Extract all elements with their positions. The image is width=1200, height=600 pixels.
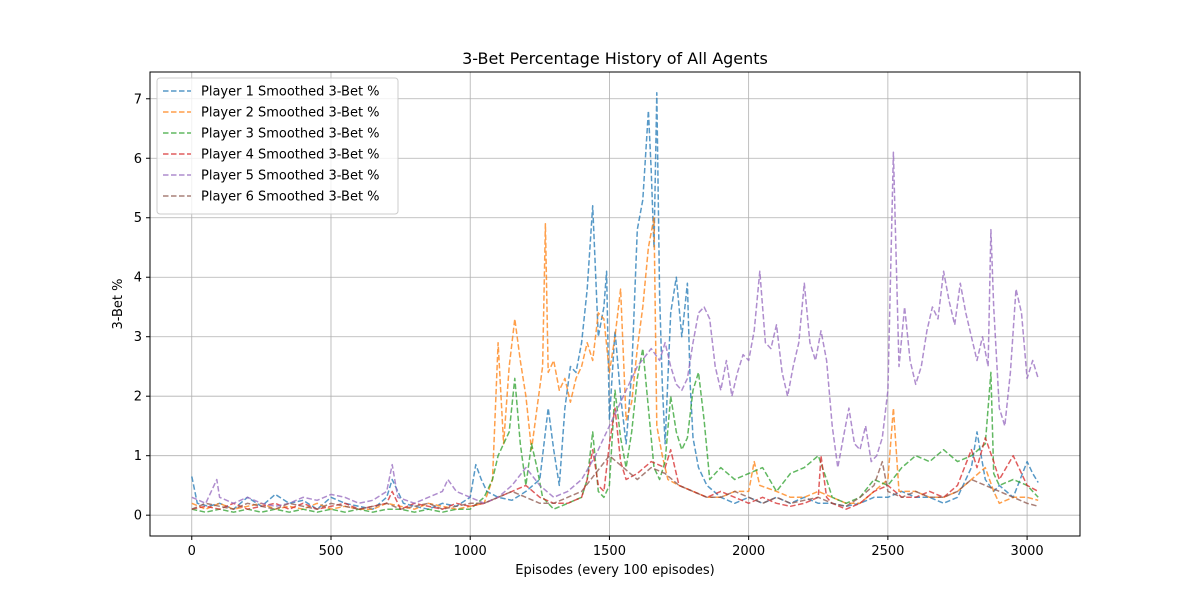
plot-frame bbox=[149, 71, 1081, 537]
y-tick-label: 2 bbox=[134, 390, 142, 405]
x-tick-label: 1500 bbox=[593, 544, 626, 559]
series-line-player-3 bbox=[191, 347, 1039, 513]
y-tick-label: 3 bbox=[134, 330, 142, 345]
legend-label: Player 5 Smoothed 3-Bet % bbox=[201, 169, 380, 184]
legend-label: Player 1 Smoothed 3-Bet % bbox=[201, 85, 380, 100]
legend-label: Player 3 Smoothed 3-Bet % bbox=[201, 127, 380, 142]
y-tick-label: 5 bbox=[134, 211, 142, 226]
y-tick-label: 4 bbox=[134, 271, 142, 286]
x-tick-label: 1000 bbox=[454, 544, 487, 559]
series-lines bbox=[191, 92, 1039, 513]
axis-ticks: 0 500 1000 1500 2000 2500 3000 0 1 2 3 4 5 6 7 bbox=[134, 92, 1044, 559]
legend-label: Player 2 Smoothed 3-Bet % bbox=[201, 106, 380, 121]
y-tick-label: 1 bbox=[134, 449, 142, 464]
series-line-player-5 bbox=[191, 151, 1039, 508]
y-tick-label: 0 bbox=[134, 509, 142, 524]
x-tick-label: 3000 bbox=[1011, 544, 1044, 559]
y-tick-label: 7 bbox=[134, 92, 142, 107]
x-axis-label: Episodes (every 100 episodes) bbox=[515, 563, 715, 578]
series-line-player-2 bbox=[191, 216, 1039, 510]
series-line-player-1 bbox=[191, 92, 1039, 510]
y-tick-label: 6 bbox=[134, 152, 142, 167]
x-tick-label: 500 bbox=[319, 544, 344, 559]
x-tick-label: 0 bbox=[188, 544, 196, 559]
legend-label: Player 6 Smoothed 3-Bet % bbox=[201, 190, 380, 205]
x-tick-label: 2000 bbox=[732, 544, 765, 559]
series-line-player-6 bbox=[191, 454, 1039, 510]
legend: Player 1 Smoothed 3-Bet % Player 2 Smooth… bbox=[156, 77, 399, 215]
y-axis-label: 3-Bet % bbox=[111, 279, 126, 330]
chart-title: 3-Bet Percentage History of All Agents bbox=[462, 49, 768, 68]
legend-box bbox=[156, 77, 399, 215]
legend-label: Player 4 Smoothed 3-Bet % bbox=[201, 148, 380, 163]
x-tick-label: 2500 bbox=[871, 544, 904, 559]
